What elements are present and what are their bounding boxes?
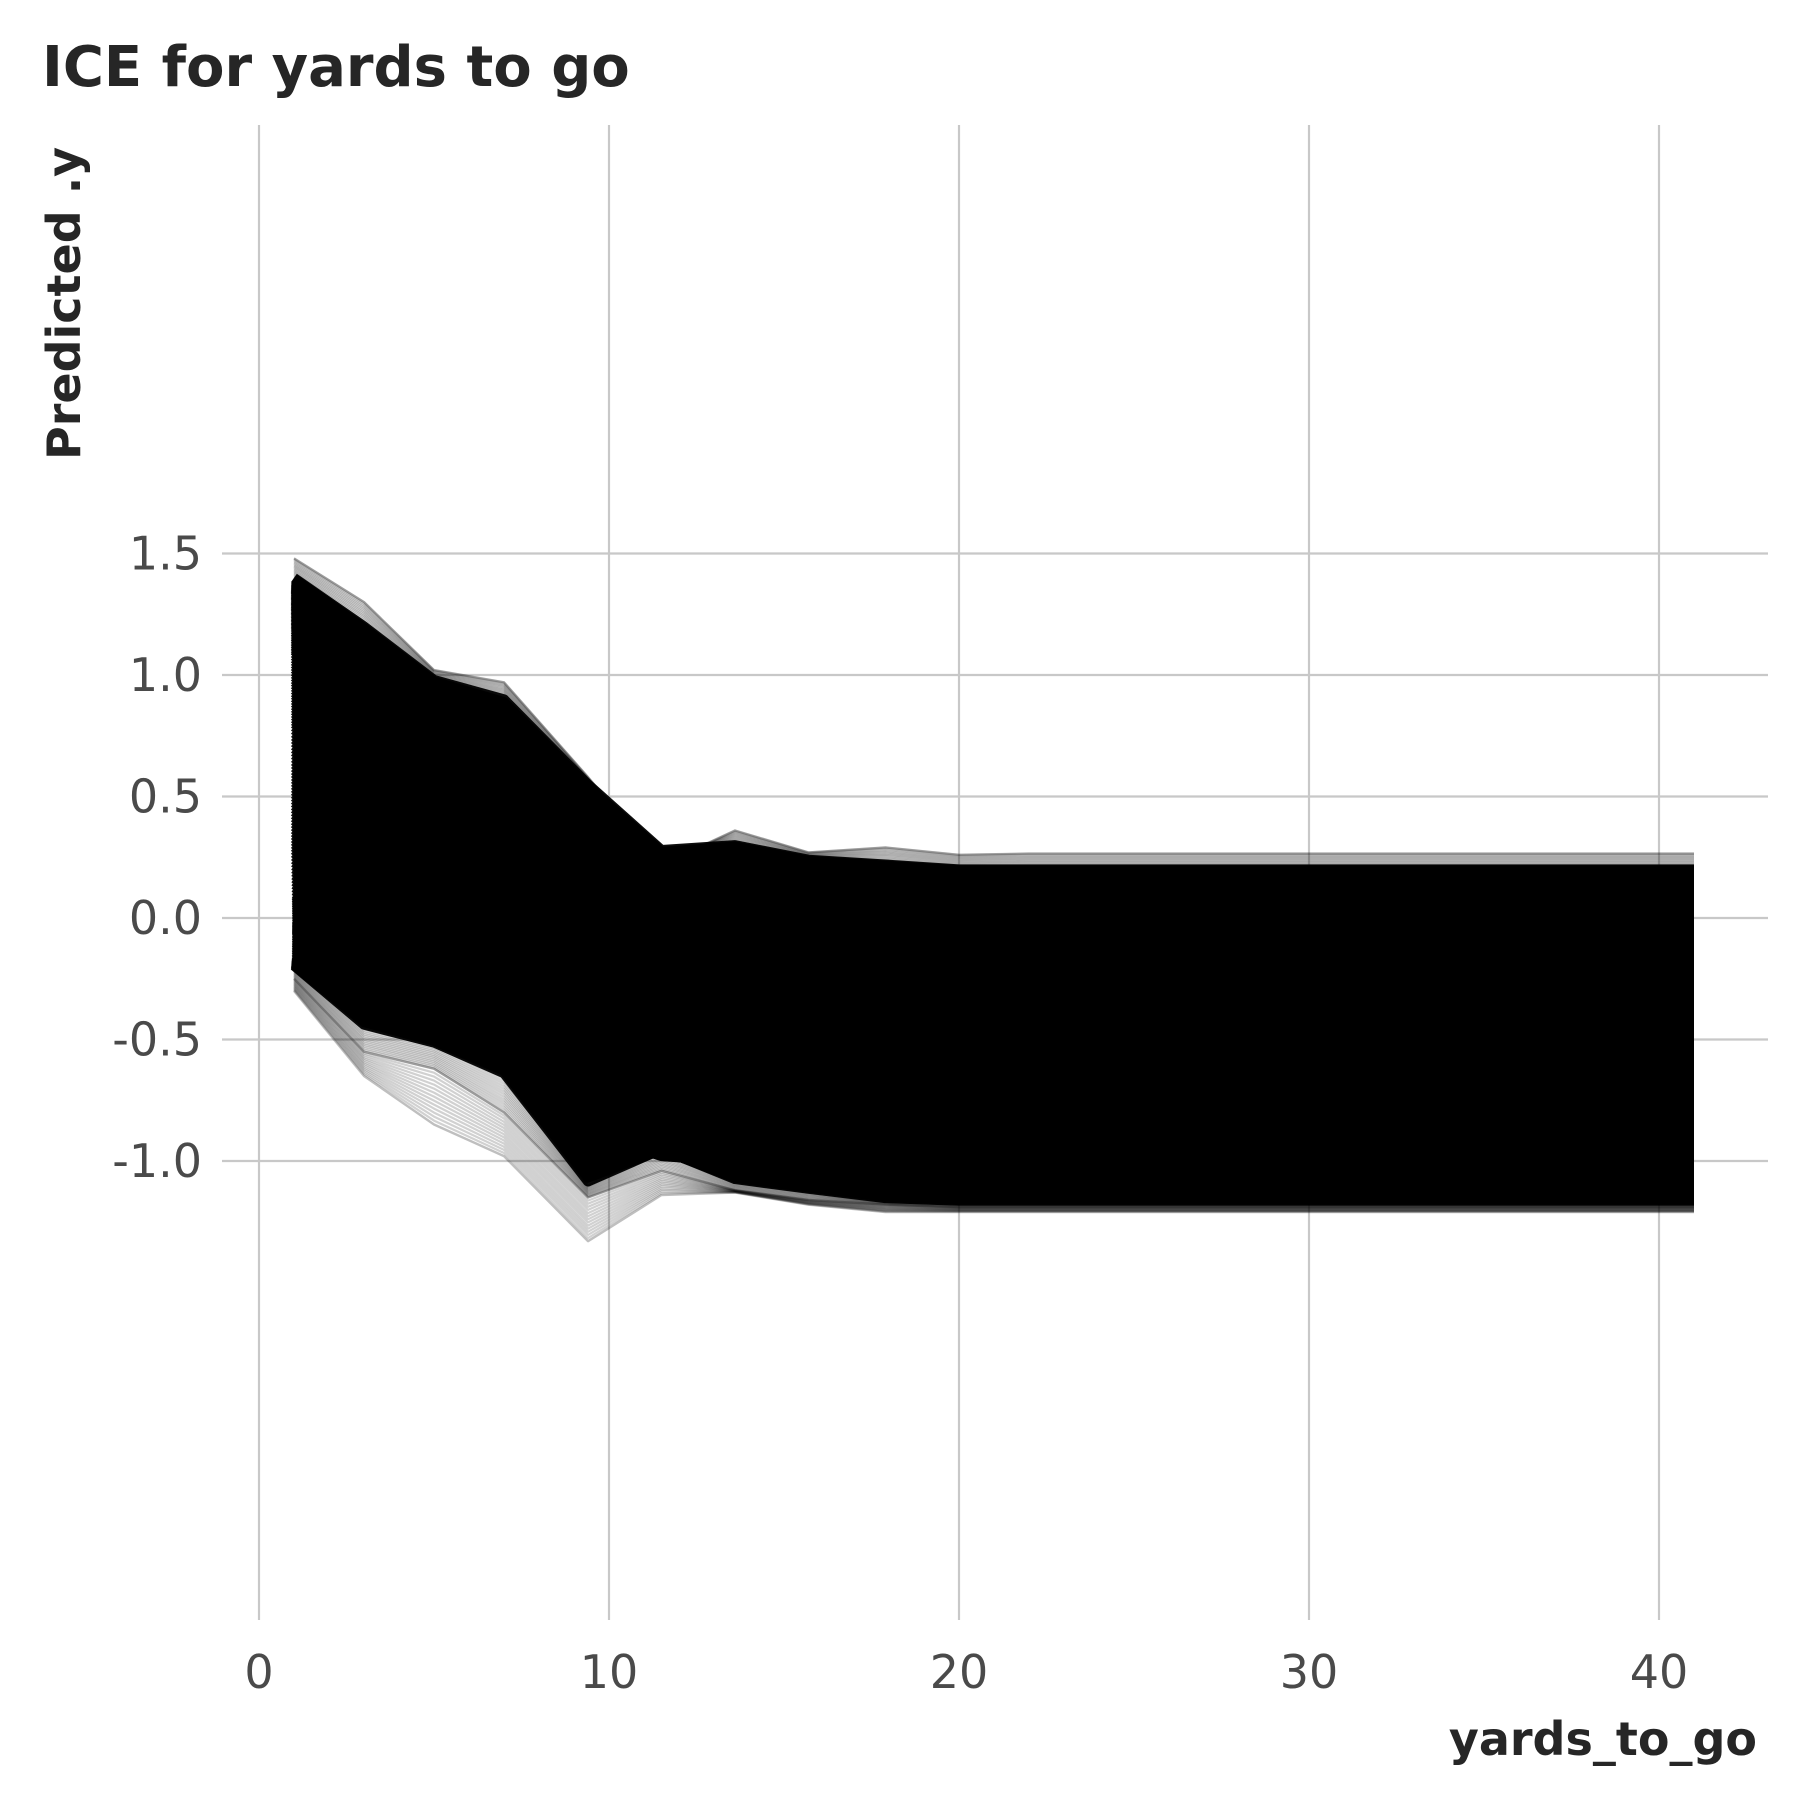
y-tick-label: 1.0 <box>129 648 202 702</box>
ice-line <box>293 976 1694 1208</box>
ice-line <box>293 849 1694 1114</box>
ice-line <box>293 985 1694 1227</box>
ice-line <box>293 974 1694 1207</box>
x-axis-title: yards_to_go <box>1449 1712 1757 1766</box>
y-tick-label: -1.0 <box>112 1134 202 1188</box>
ice-line <box>293 977 1694 1209</box>
ice-line <box>293 988 1694 1237</box>
ice-line <box>293 606 1694 888</box>
x-tick-label: 40 <box>1630 1645 1689 1699</box>
y-tick-label: 1.5 <box>129 527 202 581</box>
ice-line <box>293 576 1694 871</box>
ice-line <box>293 965 1694 1204</box>
y-axis-title: Predicted .y <box>37 147 91 460</box>
ice-line <box>293 980 1694 1210</box>
ice-line <box>293 965 1694 1204</box>
x-axis-ticks: 0 10 20 30 40 <box>244 1645 1688 1699</box>
ice-line <box>293 625 1694 900</box>
ice-line <box>293 982 1694 1215</box>
ice-line <box>293 987 1694 1233</box>
ice-line <box>293 984 1694 1224</box>
ice-line <box>293 970 1694 1206</box>
ice-line <box>293 649 1694 932</box>
ice-line <box>293 589 1694 883</box>
ice-line <box>293 989 1694 1240</box>
ice-line <box>293 990 1694 1243</box>
ice-line <box>293 766 1694 1049</box>
x-tick-label: 30 <box>1280 1645 1339 1699</box>
ice-line <box>293 984 1694 1221</box>
ice-line <box>290 961 1694 1206</box>
ice-line <box>293 983 1694 1218</box>
ice-line <box>293 978 1694 1209</box>
y-axis-ticks: 1.5 1.0 0.5 0.0 -0.5 -1.0 <box>112 527 202 1189</box>
ice-line <box>293 978 1694 1209</box>
ice-line <box>293 967 1694 1205</box>
ice-line <box>293 929 1694 1168</box>
chart-title: ICE for yards to go <box>42 35 630 100</box>
ice-line <box>293 686 1694 971</box>
ice-line <box>293 979 1694 1210</box>
dense-line-band <box>290 557 1694 1240</box>
y-tick-label: 0.5 <box>129 770 202 824</box>
ice-line <box>293 966 1694 1204</box>
ice-line <box>293 981 1694 1212</box>
ice-line <box>293 722 1694 1007</box>
ice-line <box>293 892 1694 1143</box>
ice-line <box>293 972 1694 1207</box>
y-tick-label: 0.0 <box>129 891 202 945</box>
ice-line <box>293 975 1694 1208</box>
ice-line <box>293 557 1694 866</box>
ice-line <box>293 971 1694 1206</box>
ice-line <box>293 969 1694 1205</box>
ice-line <box>293 953 1694 1182</box>
ice-lines <box>293 557 1694 1243</box>
ice-line <box>293 916 1694 1151</box>
ice-line <box>293 807 1694 1083</box>
y-tick-label: -0.5 <box>112 1013 202 1067</box>
ice-line <box>293 986 1694 1230</box>
x-tick-label: 0 <box>244 1645 273 1699</box>
x-tick-label: 10 <box>580 1645 639 1699</box>
ice-line <box>293 977 1694 1208</box>
ice-line <box>293 970 1694 1206</box>
x-tick-label: 20 <box>930 1645 989 1699</box>
ice-line <box>293 968 1694 1205</box>
ice-line <box>293 973 1694 1207</box>
